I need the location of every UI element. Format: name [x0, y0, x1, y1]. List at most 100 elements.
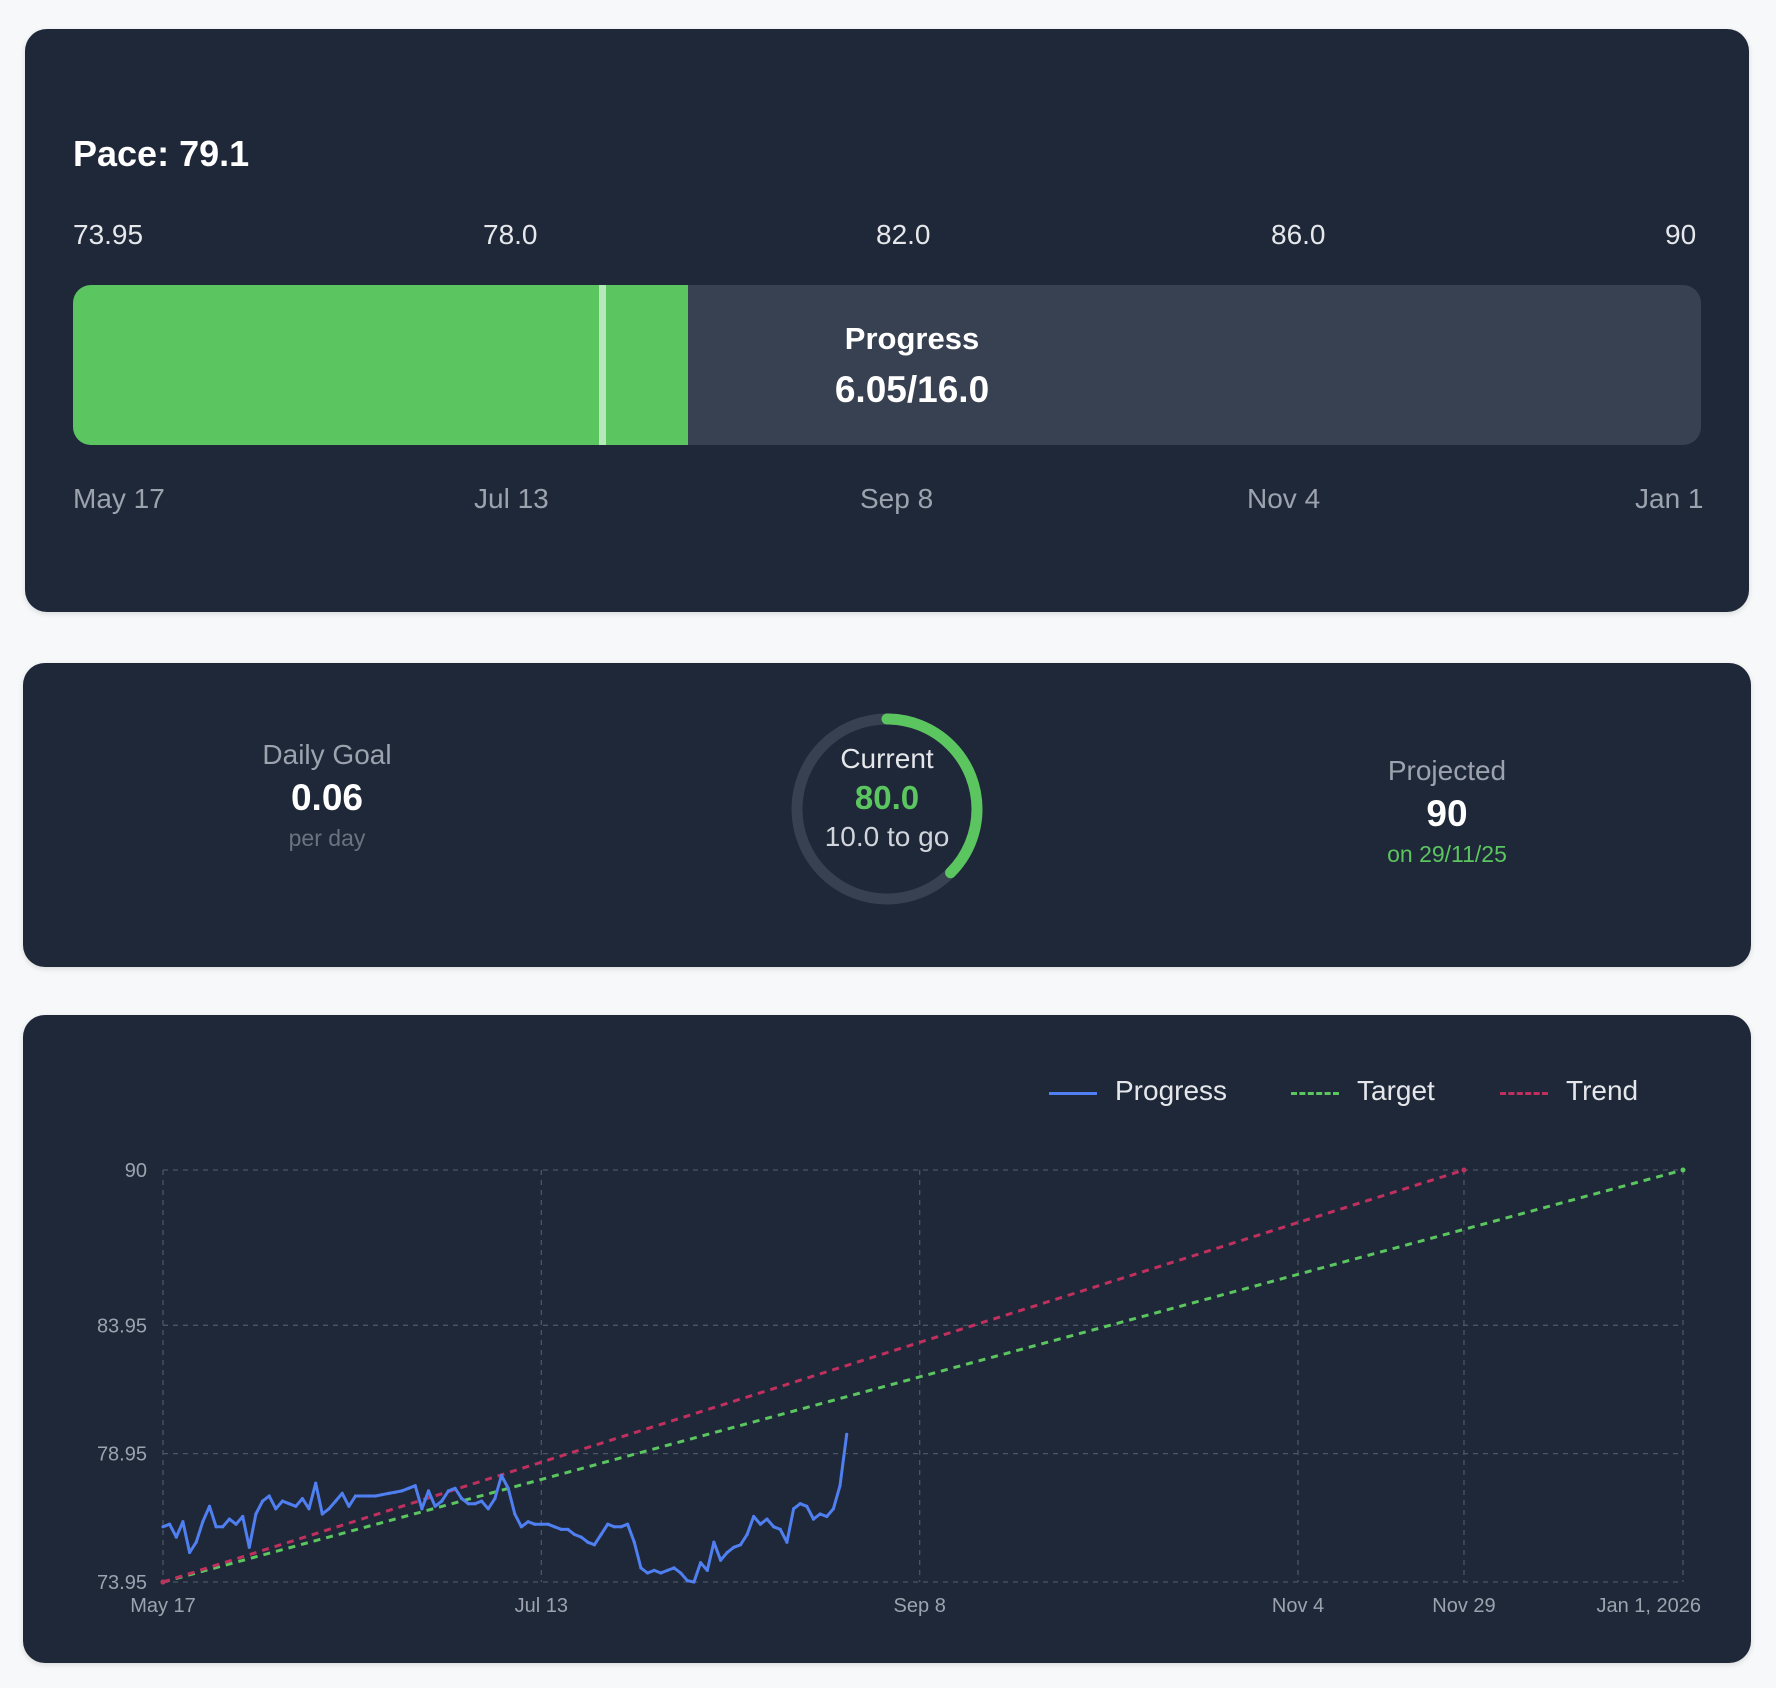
data-point-progress: [486, 1507, 490, 1511]
data-point-progress: [526, 1520, 530, 1524]
data-point-progress: [805, 1504, 809, 1508]
x-tick-label: May 17: [130, 1595, 196, 1617]
x-tick-label: Sep 8: [894, 1595, 946, 1617]
data-point-progress: [274, 1507, 278, 1511]
data-point-progress: [645, 1571, 650, 1575]
data-point-progress: [758, 1522, 763, 1526]
data-point-progress: [367, 1494, 371, 1498]
data-point-progress: [207, 1504, 212, 1508]
data-point-progress: [592, 1543, 597, 1547]
data-point-progress: [360, 1494, 364, 1498]
data-point-progress: [639, 1566, 643, 1570]
data-point-progress: [420, 1507, 424, 1511]
data-point-progress: [772, 1525, 776, 1529]
daily-goal-value: 0.06: [290, 777, 363, 818]
data-point-progress: [221, 1525, 225, 1529]
data-point-progress: [373, 1494, 377, 1498]
data-point-progress: [453, 1486, 457, 1490]
data-point-progress: [400, 1489, 404, 1493]
data-point-progress: [194, 1540, 198, 1544]
line-chart: 73.95 78.95 83.95 90 May 17 Jul 13 Sep 8 Nov 4 N…: [97, 1160, 1701, 1617]
progress-bar-fill: [73, 285, 689, 445]
data-point-progress: [460, 1497, 464, 1501]
data-point-trend: [160, 1579, 166, 1585]
data-point-progress: [161, 1525, 165, 1529]
data-point-progress: [307, 1507, 311, 1511]
progress-bar: [73, 285, 1701, 445]
data-point-progress: [831, 1507, 836, 1511]
data-point-progress: [327, 1507, 331, 1511]
pace-card: Pace: 79.1 73.95 78.0 82.0 86.0 90 Progr…: [25, 29, 1749, 612]
legend-swatch-progress: [1049, 1092, 1097, 1095]
y-tick-label: 83.95: [97, 1315, 147, 1337]
date-label: Nov 4: [1247, 483, 1321, 514]
data-point-progress: [792, 1507, 796, 1511]
data-point-progress: [347, 1504, 351, 1508]
projected-stat: Projected 90 on 29/11/25: [1247, 755, 1647, 868]
data-point-progress: [294, 1504, 298, 1508]
data-point-progress: [798, 1502, 802, 1506]
progress-label: Progress: [844, 321, 980, 356]
data-point-progress: [619, 1525, 623, 1529]
data-point-progress: [566, 1527, 570, 1531]
scale-label: 73.95: [73, 219, 144, 250]
data-point-progress: [719, 1558, 723, 1562]
data-point-progress: [845, 1432, 849, 1436]
data-point-progress: [626, 1522, 630, 1526]
data-point-progress: [380, 1493, 384, 1497]
data-point-progress: [586, 1540, 590, 1544]
data-point-progress: [659, 1571, 663, 1575]
data-point-progress: [579, 1535, 583, 1539]
date-label: Jul 13: [474, 483, 549, 514]
y-tick-label: 78.95: [97, 1444, 147, 1466]
data-point-progress: [572, 1532, 577, 1537]
data-point-progress: [699, 1561, 703, 1565]
data-point-progress: [446, 1489, 450, 1493]
data-point-progress: [652, 1568, 656, 1572]
data-point-progress: [745, 1532, 749, 1537]
data-point-progress: [254, 1512, 258, 1516]
series-line-progress: [162, 1434, 849, 1584]
data-point-progress: [506, 1486, 510, 1490]
x-tick-label: Nov 4: [1272, 1595, 1324, 1617]
daily-goal-sub: per day: [288, 825, 366, 851]
data-point-progress: [765, 1517, 769, 1521]
data-point-target: [1680, 1167, 1686, 1173]
y-tick-label: 73.95: [97, 1572, 147, 1594]
data-point-progress: [466, 1502, 470, 1506]
data-point-progress: [818, 1512, 822, 1516]
data-point-progress: [314, 1481, 318, 1485]
data-point-progress: [340, 1491, 344, 1495]
daily-goal-stat: Daily Goal 0.06 per day: [127, 739, 527, 852]
data-point-progress: [632, 1540, 636, 1544]
data-point-progress: [234, 1522, 238, 1526]
data-point-progress: [838, 1484, 842, 1488]
data-point-progress: [539, 1522, 543, 1526]
data-point-progress: [778, 1527, 782, 1531]
data-point-progress: [387, 1491, 391, 1495]
data-point-progress: [280, 1499, 285, 1503]
data-point-progress: [499, 1473, 504, 1478]
data-point-progress: [287, 1502, 291, 1506]
pace-marker: [598, 285, 606, 445]
data-point-progress: [533, 1522, 537, 1526]
current-label: Current: [840, 743, 934, 774]
data-point-progress: [174, 1535, 178, 1539]
legend-label: Target: [1357, 1075, 1435, 1106]
legend-label: Trend: [1566, 1075, 1639, 1106]
date-label: Sep 8: [860, 483, 934, 514]
data-point-progress: [188, 1550, 192, 1555]
data-point-progress: [692, 1580, 696, 1584]
data-point-progress: [261, 1499, 265, 1503]
data-point-progress: [241, 1514, 245, 1519]
data-point-progress: [612, 1525, 617, 1529]
data-point-progress: [440, 1499, 444, 1503]
projected-date: on 29/11/25: [1387, 841, 1507, 867]
data-point-progress: [413, 1484, 417, 1488]
data-point-progress: [553, 1525, 557, 1529]
current-ring-graphic: [791, 713, 983, 905]
data-point-progress: [725, 1550, 729, 1555]
current-ring-text: Current 80.0 10.0 to go: [787, 743, 987, 853]
data-point-progress: [738, 1543, 743, 1547]
series-line-target: [162, 1168, 1684, 1584]
